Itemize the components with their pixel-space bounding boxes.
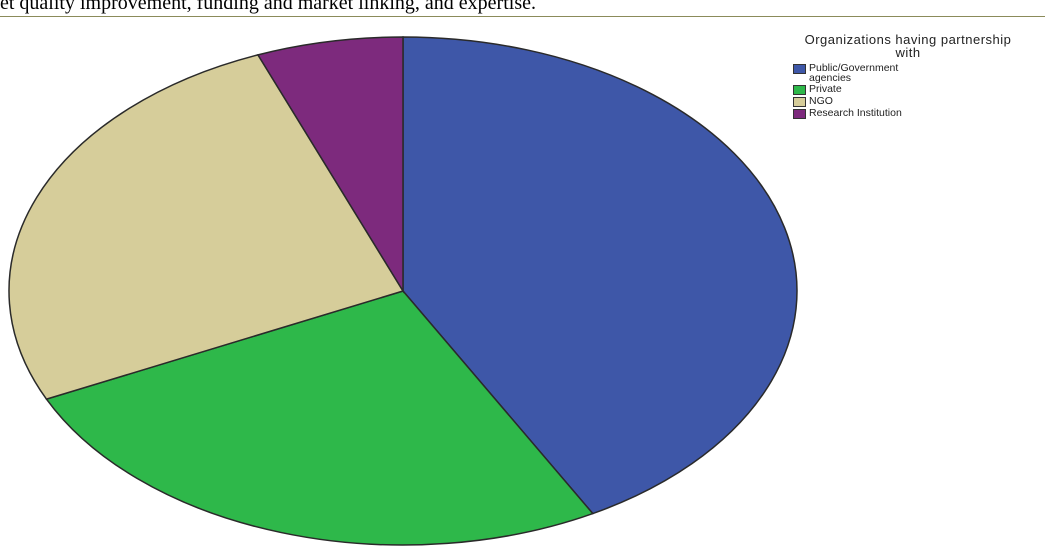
legend-swatch: [793, 85, 806, 95]
legend-label: Public/Government agencies: [809, 62, 899, 84]
legend-swatch: [793, 97, 806, 107]
chart-legend: Organizations having partnership with Pu…: [793, 33, 1033, 120]
legend-label: NGO: [809, 95, 833, 107]
legend-item-research-institution: Research Institution: [793, 108, 1033, 119]
pie-slice-research-institution: [256, 36, 404, 294]
legend-title: Organizations having partnership with: [804, 32, 1012, 60]
legend-swatch: [793, 64, 806, 74]
pie-slice-ngo: [8, 53, 405, 401]
legend-label: Research Institution: [809, 107, 902, 119]
pie-slice-private: [45, 290, 595, 546]
legend-item-ngo: NGO: [793, 96, 1033, 107]
legend-label: Private: [809, 83, 842, 95]
figure-caption: et quality improvement, funding and mark…: [0, 0, 1045, 17]
legend-swatch: [793, 109, 806, 119]
legend-item-private: Private: [793, 84, 1033, 95]
pie-slice-public-government-agencies: [402, 36, 798, 515]
legend-item-public-government: Public/Government agencies: [793, 63, 1033, 83]
